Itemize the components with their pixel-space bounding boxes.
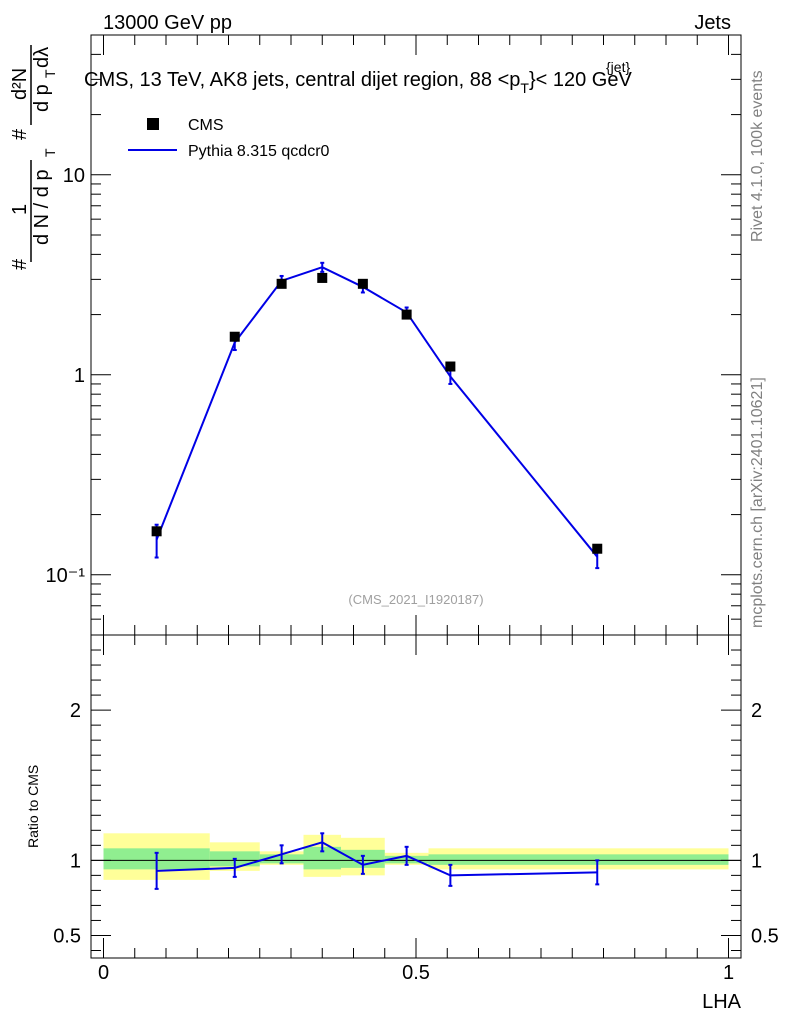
ylabel-one: 1 bbox=[9, 204, 31, 215]
cms-data-point bbox=[592, 543, 603, 554]
ratio-ytick-label-right: 2 bbox=[751, 700, 762, 722]
legend-pythia-label: Pythia 8.315 qcdcr0 bbox=[188, 143, 330, 160]
ratio-plot-frame bbox=[90, 634, 742, 959]
ratio-ytick-label-left: 1 bbox=[70, 850, 81, 872]
main-title: CMS, 13 TeV, AK8 jets, central dijet reg… bbox=[84, 69, 632, 96]
ratio-ytick-label-right: 0.5 bbox=[751, 925, 779, 947]
ylabel-dpt: d p bbox=[31, 84, 53, 112]
main-ytick-label: 1 bbox=[74, 365, 85, 387]
cms-data-point bbox=[401, 309, 412, 320]
analysis-watermark: (CMS_2021_I1920187) bbox=[348, 592, 483, 607]
title-sup: {jet} bbox=[606, 59, 630, 75]
main-ytick-labels: 10 1 10⁻¹ bbox=[46, 165, 86, 587]
ratio-xtick-labels: 0 0.5 1 bbox=[98, 962, 734, 984]
cms-data-point bbox=[357, 278, 368, 289]
main-plot-background bbox=[91, 35, 741, 635]
cms-data-point bbox=[151, 526, 162, 537]
legend-cms-label: CMS bbox=[188, 117, 224, 134]
ylabel-hash-1: # bbox=[9, 258, 31, 270]
ratio-xtick-label: 1 bbox=[723, 962, 734, 984]
ylabel-t-1: T bbox=[42, 148, 58, 157]
ylabel-dl: dλ bbox=[31, 47, 53, 68]
ylabel-hash-2: # bbox=[9, 128, 31, 140]
main-ylabel: # 1 d N / d p T # d²N d p T dλ bbox=[9, 45, 58, 270]
ylabel-d2n: d²N bbox=[9, 68, 31, 100]
ratio-ylabel: Ratio to CMS bbox=[25, 765, 41, 848]
cms-data-point bbox=[317, 272, 328, 283]
ratio-xlabel: LHA bbox=[702, 991, 742, 1013]
cms-data-point bbox=[276, 278, 287, 289]
ratio-band-group bbox=[91, 833, 741, 880]
ratio-xtick-label: 0 bbox=[98, 962, 109, 984]
ratio-series-group bbox=[154, 832, 600, 890]
cms-data-point bbox=[445, 361, 456, 372]
legend-cms-marker bbox=[147, 118, 159, 130]
header-jets-label: Jets bbox=[694, 12, 731, 34]
ratio-xtick-label: 0.5 bbox=[402, 962, 430, 984]
ylabel-dn: d N / d p bbox=[31, 169, 53, 245]
ratio-tick-group bbox=[91, 635, 741, 958]
cms-data-point bbox=[229, 331, 240, 342]
rivet-label: Rivet 4.1.0, 100k events bbox=[749, 70, 766, 242]
main-series-group bbox=[151, 261, 603, 570]
main-panel: 10 1 10⁻¹ CMS, 13 TeV, AK8 jets, central d… bbox=[46, 34, 742, 636]
mcplots-label: mcplots.cern.ch [arXiv:2401.10621] bbox=[749, 377, 766, 628]
pythia-series-line bbox=[155, 266, 599, 558]
title-sub: T bbox=[520, 80, 529, 96]
ratio-ytick-label-left: 0.5 bbox=[53, 925, 81, 947]
ratio-ytick-label-right: 1 bbox=[751, 850, 762, 872]
main-ytick-label: 10 bbox=[63, 165, 85, 187]
title-suffix: }< 120 GeV bbox=[529, 69, 633, 91]
ratio-panel: 2 21 10.5 0.5 0 0.5 1 Ratio to CMS LHA bbox=[25, 634, 779, 1013]
ratio-series-line bbox=[156, 841, 598, 877]
title-prefix: CMS, 13 TeV, AK8 jets, central dijet reg… bbox=[84, 69, 520, 91]
ratio-band-inner bbox=[303, 846, 341, 870]
ratio-ytick-label-left: 2 bbox=[70, 700, 81, 722]
ratio-ytick-labels: 2 2 1 1 0.5 0.5 bbox=[53, 700, 779, 947]
ylabel-t-2: T bbox=[42, 69, 58, 78]
ratio-band-inner bbox=[428, 854, 729, 865]
header-energy-label: 13000 GeV pp bbox=[103, 12, 232, 34]
main-ytick-label: 10⁻¹ bbox=[46, 565, 86, 587]
legend: CMS Pythia 8.315 qcdcr0 bbox=[128, 117, 330, 160]
